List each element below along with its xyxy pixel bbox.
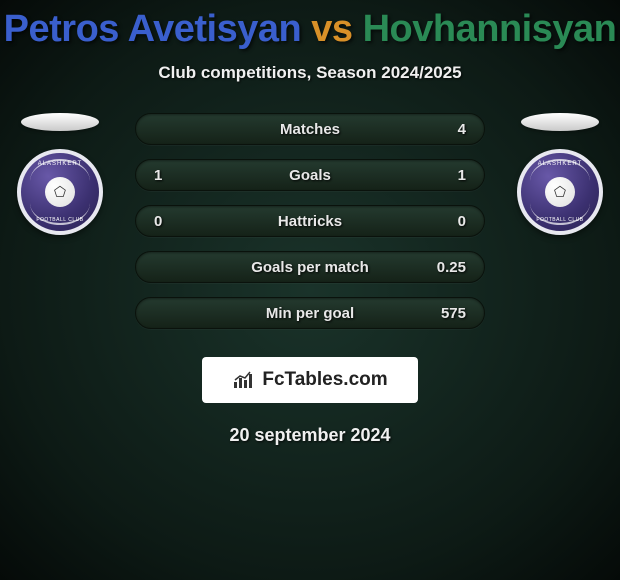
stat-row: Min per goal 575 (135, 297, 485, 329)
stat-row: Matches 4 (135, 113, 485, 145)
stat-right-value: 0 (426, 213, 466, 230)
stat-left-value: 0 (154, 213, 194, 230)
left-ellipse-icon (21, 113, 99, 131)
badge-bottom-text: FOOTBALL CLUB (536, 217, 583, 223)
vs-text: vs (311, 8, 352, 50)
right-club-badge: ALASHKERT FOOTBALL CLUB (517, 149, 603, 235)
page-title: Petros Avetisyan vs Hovhannisyan (0, 0, 620, 51)
stat-label: Min per goal (266, 305, 354, 322)
stat-right-value: 0.25 (426, 259, 466, 276)
stat-row: 0 Hattricks 0 (135, 205, 485, 237)
player2-name: Hovhannisyan (363, 8, 617, 50)
chart-icon (232, 370, 256, 390)
stat-label: Goals per match (251, 259, 369, 276)
stat-label: Hattricks (278, 213, 342, 230)
subtitle: Club competitions, Season 2024/2025 (0, 63, 620, 83)
stat-row: 1 Goals 1 (135, 159, 485, 191)
right-ellipse-icon (521, 113, 599, 131)
logo-text: FcTables.com (262, 369, 387, 391)
stat-right-value: 575 (426, 305, 466, 322)
fctables-logo: FcTables.com (202, 357, 418, 403)
stat-right-value: 4 (426, 121, 466, 138)
soccer-ball-icon (45, 177, 75, 207)
content-area: ALASHKERT FOOTBALL CLUB ALASHKERT FOOTBA… (0, 113, 620, 446)
stat-left-value: 1 (154, 167, 194, 184)
badge-top-text: ALASHKERT (538, 161, 583, 167)
badge-bottom-text: FOOTBALL CLUB (36, 217, 83, 223)
badge-top-text: ALASHKERT (38, 161, 83, 167)
stat-right-value: 1 (426, 167, 466, 184)
date-text: 20 september 2024 (0, 425, 620, 446)
player1-name: Petros Avetisyan (4, 8, 302, 50)
soccer-ball-icon (545, 177, 575, 207)
stat-row: Goals per match 0.25 (135, 251, 485, 283)
left-badge-column: ALASHKERT FOOTBALL CLUB (10, 113, 110, 235)
stat-label: Goals (289, 167, 331, 184)
stats-table: Matches 4 1 Goals 1 0 Hattricks 0 Goals … (135, 113, 485, 329)
left-club-badge: ALASHKERT FOOTBALL CLUB (17, 149, 103, 235)
right-badge-column: ALASHKERT FOOTBALL CLUB (510, 113, 610, 235)
stat-label: Matches (280, 121, 340, 138)
